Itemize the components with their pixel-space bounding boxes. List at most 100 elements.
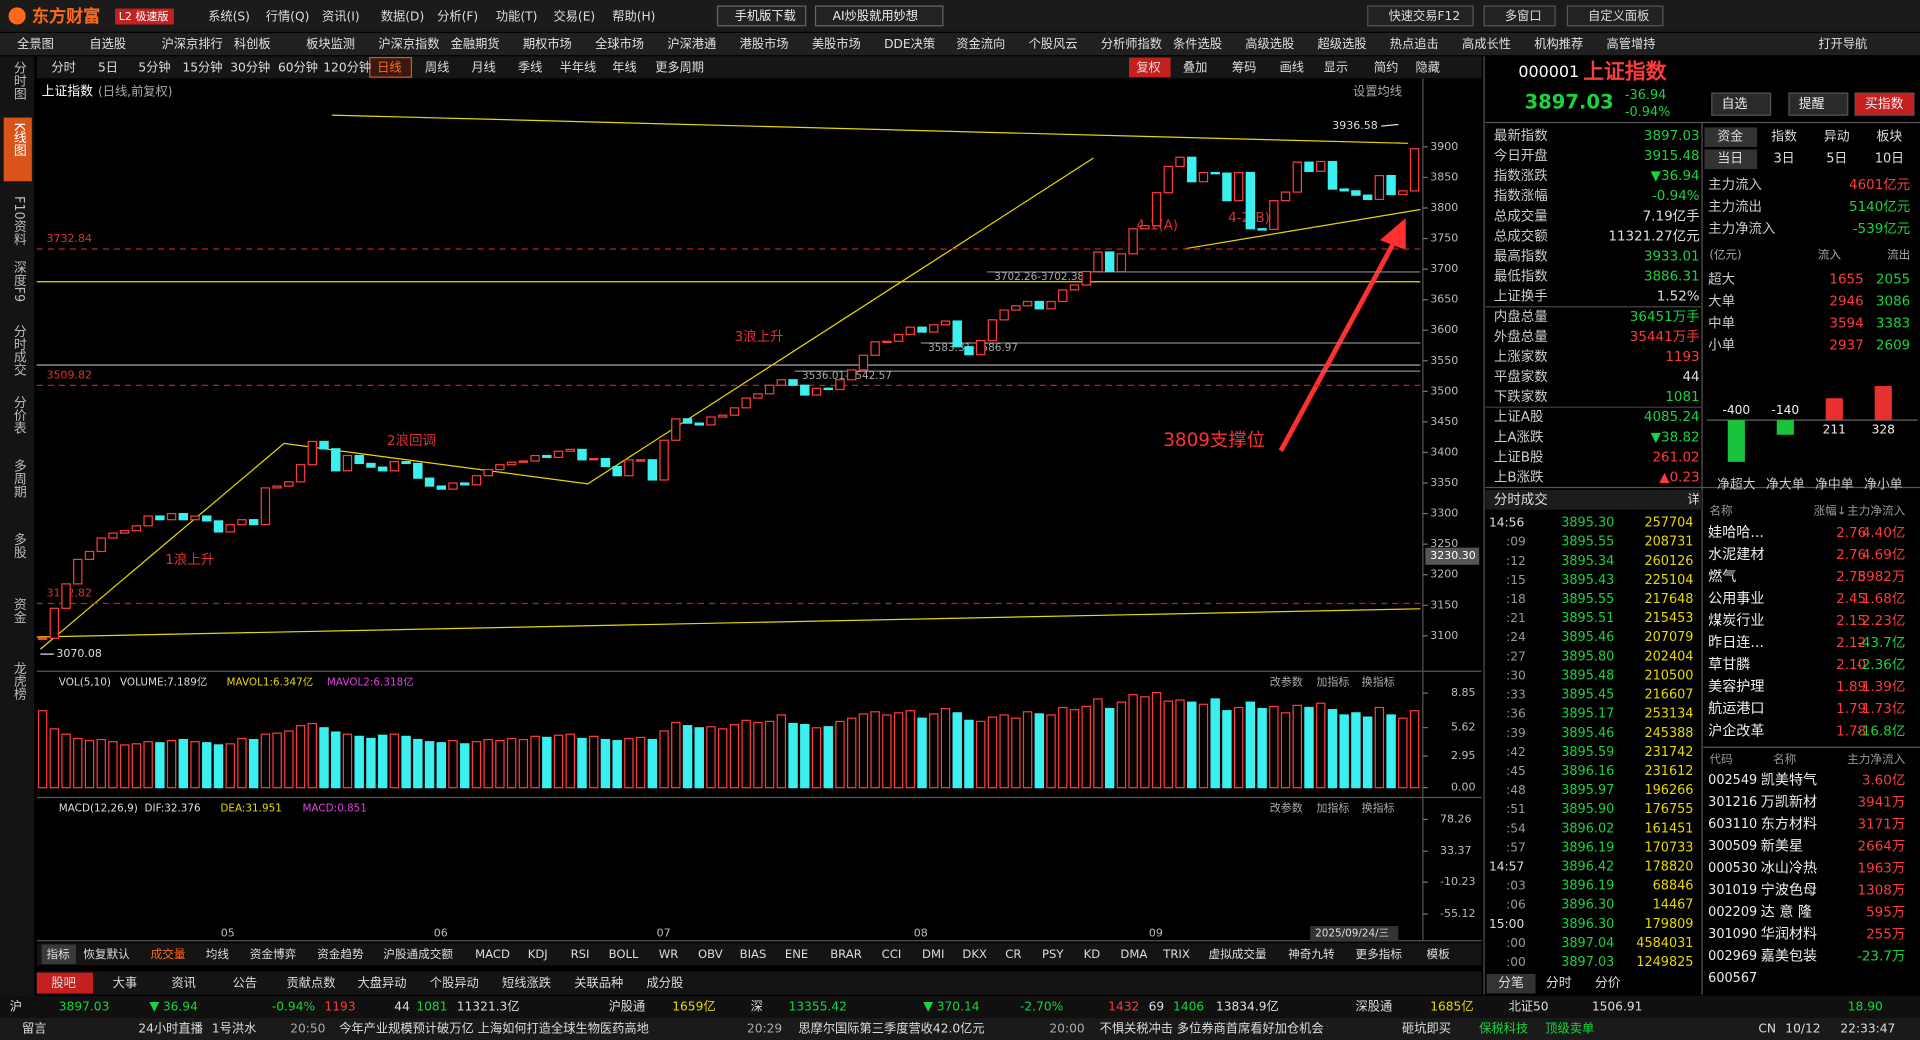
- fund-period[interactable]: 3日: [1774, 152, 1795, 167]
- toolbar-item[interactable]: 画线: [1280, 60, 1304, 74]
- indicator-tab[interactable]: DMI: [922, 947, 944, 961]
- sector-name[interactable]: 航运港口: [1708, 701, 1764, 717]
- stock-code[interactable]: 002209: [1708, 905, 1757, 920]
- period-tab[interactable]: 60分钟: [278, 59, 318, 74]
- nav-item[interactable]: 个股风云: [1029, 37, 1078, 51]
- top-right-button[interactable]: 多窗口: [1505, 9, 1542, 23]
- period-tab[interactable]: 季线: [518, 60, 542, 74]
- nav-item[interactable]: 分析师指数: [1101, 36, 1162, 51]
- period-tab[interactable]: 5日: [98, 60, 118, 74]
- bottom-tab[interactable]: 贡献点数: [287, 975, 336, 990]
- nav-item[interactable]: 沪深京排行: [162, 37, 223, 51]
- stock-name[interactable]: 达 意 隆: [1761, 904, 1812, 921]
- nav-item[interactable]: 期权市场: [523, 36, 572, 51]
- fund-period[interactable]: 当日: [1717, 152, 1743, 167]
- nav-item[interactable]: 沪深港通: [667, 37, 716, 51]
- period-tab[interactable]: 日线: [377, 60, 401, 74]
- indicator-tab[interactable]: BOLL: [609, 947, 639, 961]
- sector-name[interactable]: 美容护理: [1708, 678, 1764, 695]
- indicator-tab[interactable]: 模板: [1427, 947, 1451, 961]
- sidebar-item[interactable]: 分时图: [11, 61, 26, 100]
- indicator-tab[interactable]: KDJ: [528, 947, 548, 961]
- period-tab[interactable]: 月线: [471, 60, 495, 74]
- toolbar-item[interactable]: 显示: [1324, 60, 1348, 74]
- sidebar-item[interactable]: F10资料: [11, 196, 26, 246]
- fund-tab[interactable]: 异动: [1824, 130, 1850, 145]
- stock-name[interactable]: 冰山冷热: [1761, 861, 1817, 877]
- indicator-tab[interactable]: CCI: [882, 947, 902, 961]
- indicator-tab[interactable]: 资金博弈: [250, 947, 297, 961]
- indicator-tab[interactable]: 成交量: [151, 947, 186, 961]
- nav-item[interactable]: 超级选股: [1318, 36, 1367, 51]
- stock-name[interactable]: 嘉美包装: [1761, 949, 1817, 965]
- stock-code[interactable]: 603110: [1708, 817, 1757, 832]
- nav-item[interactable]: 金融期货: [451, 36, 500, 51]
- period-tab[interactable]: 分时: [51, 60, 75, 74]
- sector-name[interactable]: 煤炭行业: [1708, 613, 1764, 629]
- indicator-tab[interactable]: 更多指标: [1356, 947, 1403, 961]
- indicator-tab[interactable]: ENE: [785, 947, 808, 961]
- stock-name[interactable]: 新美星: [1761, 838, 1803, 854]
- sector-name[interactable]: 水泥建材: [1708, 547, 1764, 563]
- sector-name[interactable]: 昨日连...: [1708, 635, 1764, 651]
- panel-button[interactable]: 换指标: [1362, 674, 1395, 688]
- menu-item[interactable]: 帮助(H): [612, 10, 655, 24]
- indicator-tab[interactable]: 均线: [206, 947, 230, 961]
- bottom-tab[interactable]: 大事: [113, 976, 137, 990]
- sidebar-item[interactable]: 深度F9: [11, 261, 26, 302]
- ma-settings[interactable]: 设置均线: [1353, 84, 1402, 98]
- menu-item[interactable]: 行情(Q): [266, 10, 310, 24]
- stock-code[interactable]: 000530: [1708, 861, 1757, 876]
- stock-code[interactable]: 002969: [1708, 949, 1757, 964]
- sector-name[interactable]: 草甘膦: [1708, 657, 1750, 673]
- indicator-tab[interactable]: PSY: [1042, 947, 1064, 961]
- indicator-tab[interactable]: BIAS: [740, 947, 767, 961]
- panel-button[interactable]: 换指标: [1362, 800, 1395, 814]
- sidebar-item[interactable]: 多周期: [11, 459, 26, 499]
- indicator-tab[interactable]: 沪股通成交额: [383, 947, 453, 961]
- indicator-tab[interactable]: 神奇九转: [1288, 947, 1335, 961]
- nav-item[interactable]: 打开导航: [1818, 36, 1867, 51]
- period-tab[interactable]: 15分钟: [182, 59, 222, 74]
- stock-name[interactable]: 东方材料: [1761, 816, 1817, 832]
- stock-code[interactable]: 301090: [1708, 927, 1757, 942]
- nav-item[interactable]: 条件选股: [1173, 37, 1222, 51]
- period-tab[interactable]: 周线: [425, 60, 449, 74]
- stock-code[interactable]: 002549: [1708, 773, 1757, 788]
- stock-name[interactable]: 万凯新材: [1761, 794, 1817, 810]
- nav-item[interactable]: 美股市场: [812, 36, 861, 51]
- indicator-tab[interactable]: 虚拟成交量: [1209, 947, 1267, 961]
- indicator-tab[interactable]: KD: [1084, 947, 1101, 961]
- sidebar-item[interactable]: 多股: [11, 533, 26, 559]
- bottom-tab[interactable]: 大盘异动: [358, 975, 407, 990]
- sector-name[interactable]: 公用事业: [1708, 591, 1764, 607]
- bottom-tab[interactable]: 公告: [233, 976, 257, 990]
- indicator-tab[interactable]: WR: [659, 947, 679, 961]
- fund-tab[interactable]: 指数: [1771, 130, 1797, 145]
- sidebar-item[interactable]: K线图: [11, 122, 26, 157]
- stock-code[interactable]: 301216: [1708, 795, 1757, 810]
- indicator-tab[interactable]: 指标: [47, 947, 71, 961]
- period-tab[interactable]: 5分钟: [138, 59, 170, 74]
- bottom-tab[interactable]: 短线涨跌: [502, 975, 551, 990]
- indicator-tab[interactable]: TRIX: [1162, 947, 1190, 961]
- bottom-tab[interactable]: 关联品种: [574, 976, 623, 990]
- indicator-tab[interactable]: DMA: [1120, 947, 1147, 961]
- menu-item[interactable]: 数据(D): [381, 9, 424, 24]
- ticks-tab[interactable]: 分时: [1546, 976, 1572, 991]
- nav-item[interactable]: 港股市场: [740, 36, 789, 51]
- sidebar-item[interactable]: 分价表: [11, 396, 26, 435]
- indicator-tab[interactable]: MACD: [475, 947, 510, 961]
- sidebar-item[interactable]: 分时成交: [11, 325, 26, 377]
- period-tab[interactable]: 更多周期: [655, 60, 704, 74]
- bottom-tab[interactable]: 资讯: [171, 976, 195, 990]
- nav-item[interactable]: 自选股: [89, 37, 126, 51]
- toolbar-item[interactable]: 叠加: [1183, 60, 1207, 74]
- top-button[interactable]: 手机版下载: [735, 9, 796, 23]
- period-tab[interactable]: 120分钟: [323, 59, 371, 74]
- nav-item[interactable]: 热点追击: [1390, 36, 1439, 51]
- stock-name[interactable]: 凯美特气: [1761, 772, 1817, 788]
- stock-name[interactable]: 华润材料: [1761, 927, 1817, 943]
- nav-item[interactable]: 高管增持: [1607, 36, 1656, 51]
- ticks-detail[interactable]: 详: [1687, 491, 1699, 506]
